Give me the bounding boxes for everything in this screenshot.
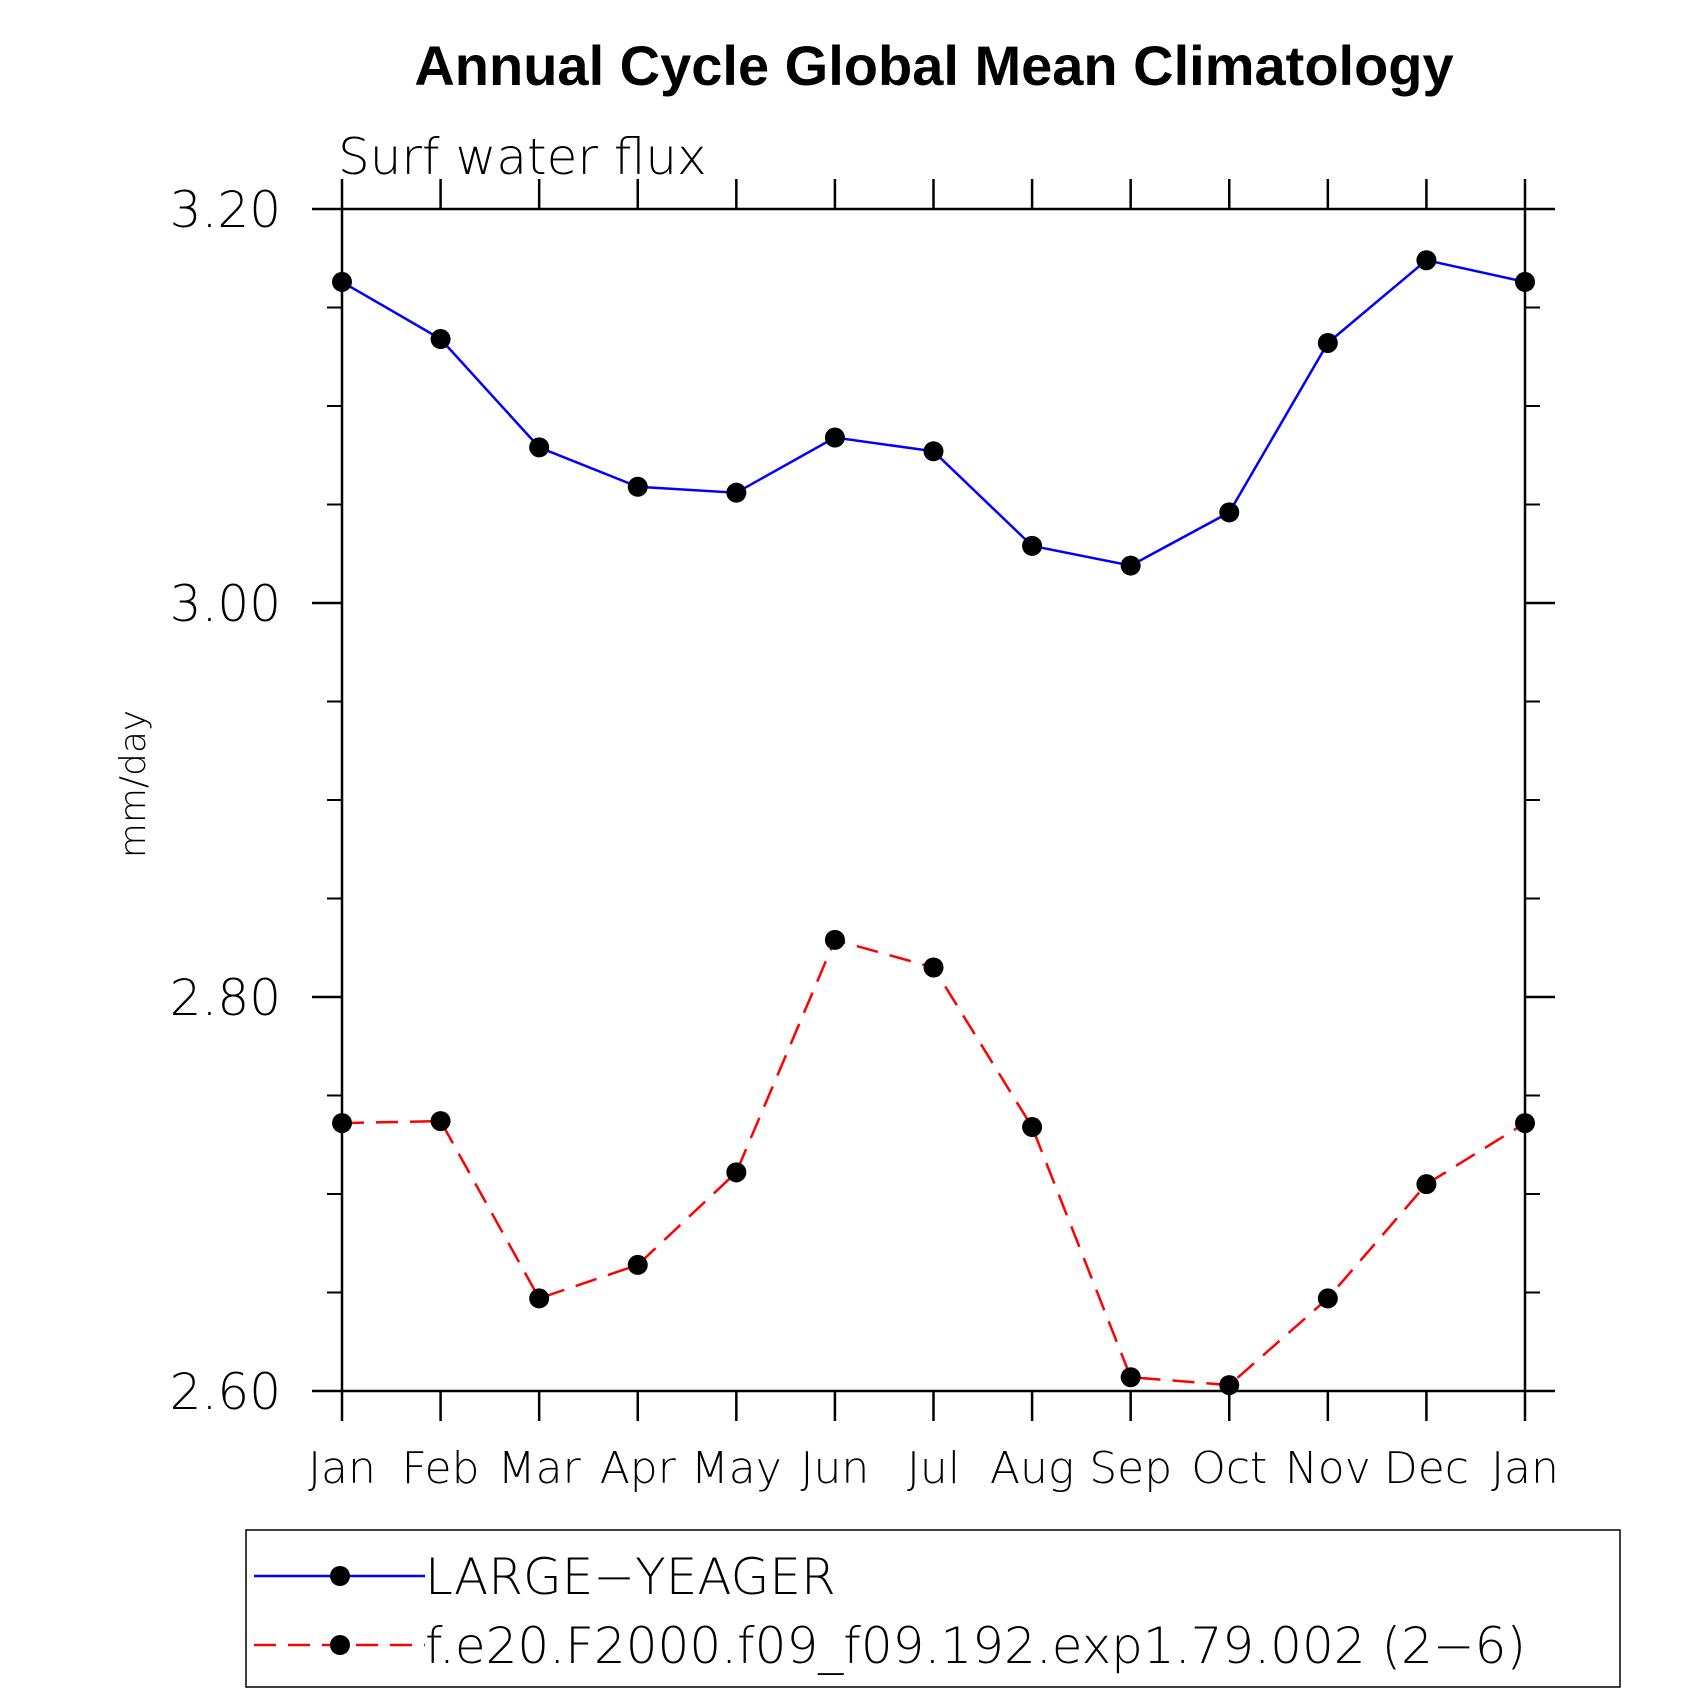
x-tick-label: Jan xyxy=(1491,1443,1559,1494)
series-1-point xyxy=(1022,1117,1043,1138)
series-1-point xyxy=(1416,1174,1437,1195)
series-0-point xyxy=(824,427,845,448)
series-1-point xyxy=(824,929,845,950)
series-0-point xyxy=(726,482,747,503)
legend-label-large-yeager: LARGE−YEAGER xyxy=(425,1548,836,1606)
x-tick-label: Jun xyxy=(801,1443,870,1494)
legend-marker-large-yeager xyxy=(330,1566,350,1586)
series-1-point xyxy=(923,957,944,978)
y-tick-label: 2.80 xyxy=(170,969,281,1027)
series-1-point xyxy=(332,1113,352,1134)
series-0-point xyxy=(529,437,550,458)
x-tick-label: Apr xyxy=(600,1443,677,1494)
legend-label-f-e20: f.e20.F2000.f09_f09.192.exp1.79.002 (2−6… xyxy=(425,1617,1526,1675)
series-1-point xyxy=(1515,1113,1535,1134)
x-tick-label: Nov xyxy=(1285,1443,1371,1494)
series-1-point xyxy=(726,1162,747,1183)
plot-frame xyxy=(340,207,1527,1393)
series-0-point xyxy=(1120,555,1141,576)
series-0-point xyxy=(430,329,451,350)
chart-title: Annual Cycle Global Mean Climatology xyxy=(414,34,1453,97)
x-tick-label: Jul xyxy=(907,1443,960,1494)
legend-box xyxy=(245,1529,1621,1688)
legend: LARGE−YEAGER f.e20.F2000.f09_f09.192.exp… xyxy=(245,1529,1621,1688)
y-axis-label: mm/day xyxy=(113,710,154,858)
series-0-point xyxy=(923,441,944,462)
series-line-1 xyxy=(341,938,1526,1387)
x-tick-label: Dec xyxy=(1384,1443,1469,1494)
series-line-0 xyxy=(341,258,1526,567)
series-0-point xyxy=(332,271,352,292)
x-tick-label: Oct xyxy=(1191,1443,1267,1494)
series-0-point xyxy=(1022,535,1043,556)
series-group xyxy=(332,250,1535,1396)
series-0-point xyxy=(627,476,648,497)
x-tick-label: Sep xyxy=(1089,1443,1172,1494)
y-tick-label: 3.20 xyxy=(170,181,281,239)
series-0-point xyxy=(1219,502,1240,523)
series-1-point xyxy=(1120,1367,1141,1388)
series-0-point xyxy=(1515,271,1535,292)
y-tick-label: 2.60 xyxy=(170,1363,281,1421)
x-tick-label: Feb xyxy=(402,1443,480,1494)
series-1-point xyxy=(627,1254,648,1275)
series-1-point xyxy=(529,1288,550,1309)
series-1-point xyxy=(1219,1375,1240,1396)
x-tick-label: Aug xyxy=(990,1443,1074,1494)
axes: Jan Feb Mar Apr May Jun Jul Aug Sep Oct Nov Dec Jan 2… xyxy=(170,179,1559,1494)
x-tick-label: Jan xyxy=(308,1443,376,1494)
series-0-point xyxy=(1416,250,1437,271)
y-tick-label: 3.00 xyxy=(170,575,281,633)
chart-subtitle: Surf water flux xyxy=(338,128,707,186)
legend-marker-f-e20 xyxy=(330,1635,350,1655)
series-0-point xyxy=(1317,332,1338,353)
x-tick-label: May xyxy=(691,1443,782,1494)
series-1-point xyxy=(1317,1288,1338,1309)
x-tick-label: Mar xyxy=(498,1443,582,1494)
series-1-point xyxy=(430,1111,451,1132)
